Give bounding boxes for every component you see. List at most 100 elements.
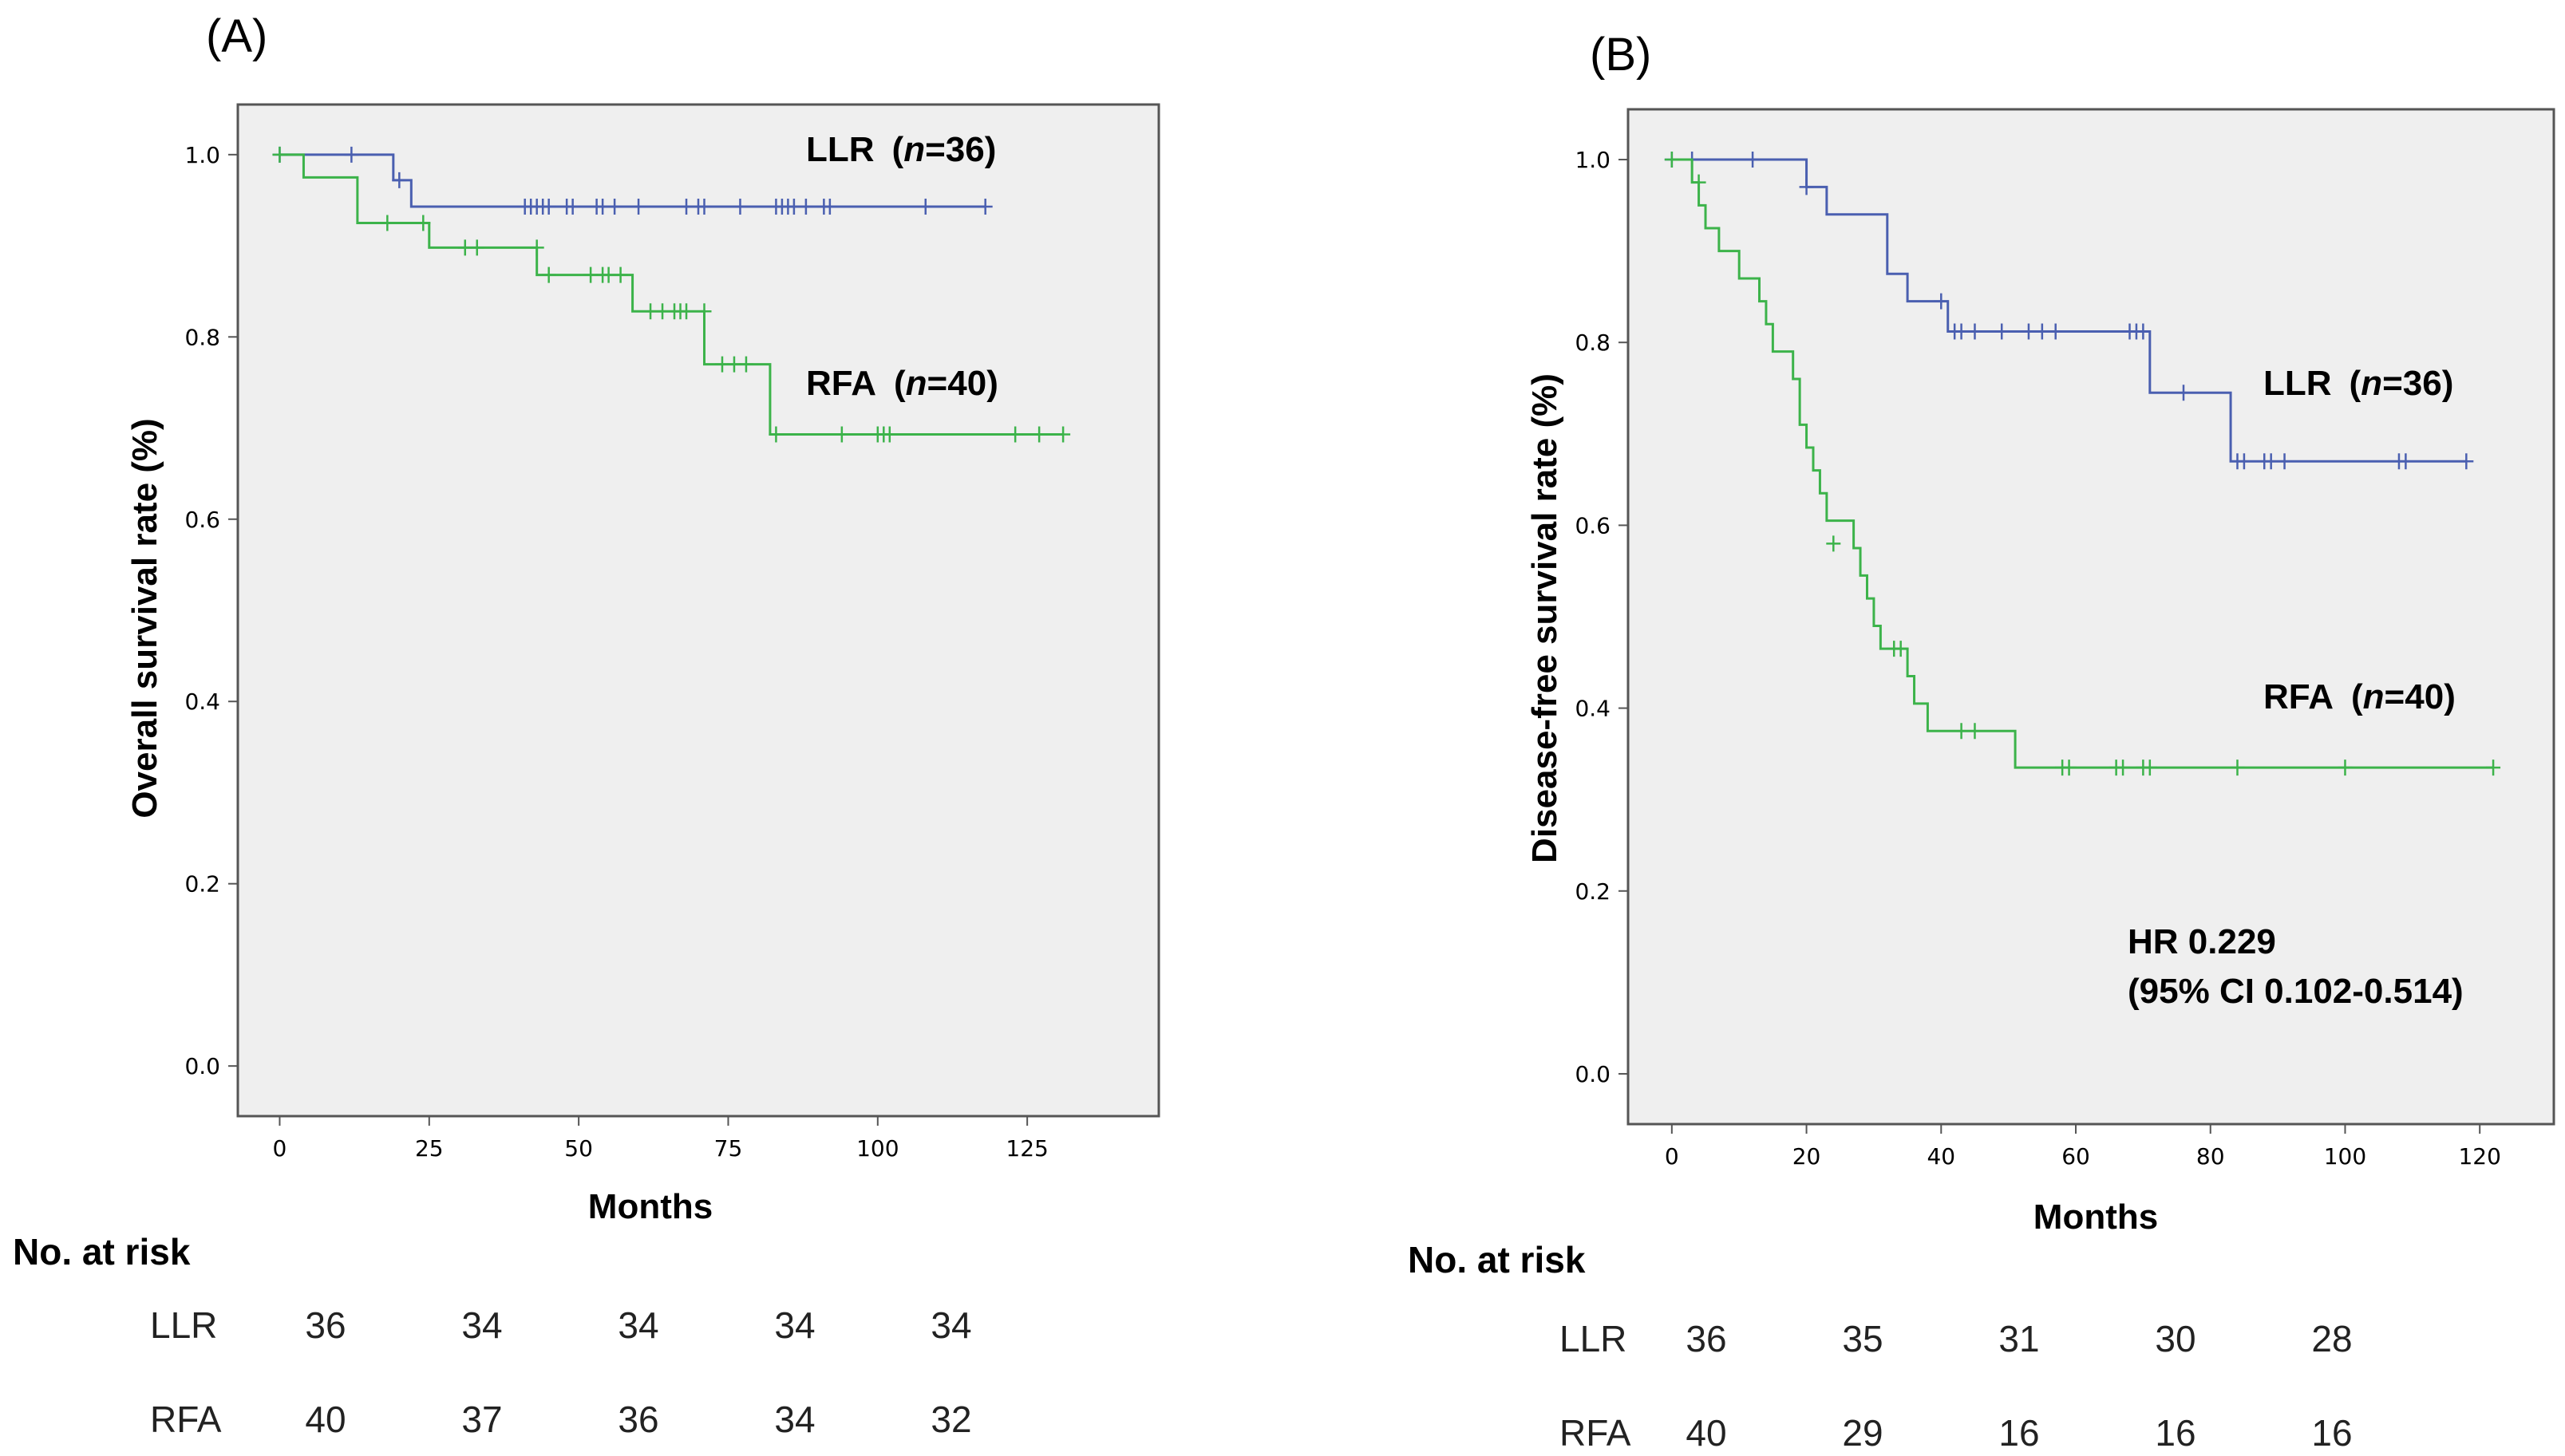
x-tick-label: 125 <box>1006 1135 1048 1162</box>
rfa-censor-mark <box>1664 152 1679 168</box>
legend-llr-n: 36 <box>946 130 985 169</box>
rfa-censor-mark <box>697 303 712 320</box>
risk-row-label-llr: LLR <box>1559 1318 1626 1359</box>
risk-value: 28 <box>2311 1318 2352 1359</box>
panel-b: (B) 0.0 0.2 0.4 0.6 0.8 1.0 0 20 40 60 80 100 120 M… <box>1408 29 2555 1454</box>
llr-censor-mark <box>1954 323 1969 340</box>
llr-censor-mark <box>2034 323 2049 340</box>
legend-rfa-text: RFA <box>806 364 876 403</box>
llr-censor-mark <box>822 198 837 215</box>
rfa-censor-mark <box>1954 723 1969 740</box>
legend-rfa-n: 40 <box>947 364 986 403</box>
y-tick-label: 0.6 <box>184 507 220 533</box>
y-tick-label: 1.0 <box>1575 147 1611 173</box>
llr-censor-mark <box>2236 453 2251 470</box>
llr-censor-mark <box>798 198 813 215</box>
rfa-censor-mark <box>469 239 484 256</box>
y-tick-label: 0.6 <box>1575 512 1611 539</box>
panel-a: (A) 0.0 0.2 0.4 0.6 0.8 1.0 0 25 50 75 100 125 Mon… <box>13 10 1160 1440</box>
risk-value: 34 <box>774 1399 815 1440</box>
x-tick-label: 80 <box>2196 1143 2225 1170</box>
rfa-censor-mark <box>769 426 784 443</box>
risk-value: 36 <box>618 1399 658 1440</box>
llr-censor-mark <box>2136 323 2151 340</box>
y-tick-label: 0.4 <box>184 689 220 715</box>
panel-a-y-label: Overall survival rate (%) <box>125 418 164 818</box>
llr-censor-mark <box>2263 453 2278 470</box>
panel-b-x-axis: 0 20 40 60 80 100 120 <box>1665 1124 2501 1170</box>
panel-b-series <box>1664 152 2501 776</box>
panel-b-x-label: Months <box>2033 1198 2158 1237</box>
risk-value: 40 <box>1686 1412 1726 1454</box>
panel-a-x-label: Months <box>588 1187 713 1226</box>
risk-value: 40 <box>305 1399 346 1440</box>
rfa-censor-mark <box>738 356 753 373</box>
y-tick-label: 0.4 <box>1575 696 1611 722</box>
panel-b-ci-annotation: (95% CI 0.102-0.514) <box>2128 972 2464 1011</box>
risk-value: 37 <box>461 1399 502 1440</box>
llr-censor-mark <box>1934 293 1949 310</box>
rfa-censor-mark <box>613 266 628 283</box>
llr-censor-mark <box>2459 453 2474 470</box>
rfa-censor-mark <box>2061 760 2077 776</box>
llr-censor-mark <box>607 198 622 215</box>
risk-value: 34 <box>774 1304 815 1346</box>
x-tick-label: 40 <box>1927 1143 1955 1170</box>
risk-value: 16 <box>1998 1412 2039 1454</box>
rfa-censor-mark <box>2230 760 2245 776</box>
legend-llr-text: LLR <box>2263 364 2332 403</box>
panel-a-risk-table: LLR 36 34 34 34 34 RFA 40 37 36 34 32 <box>150 1304 972 1440</box>
legend-llr-text: LLR <box>806 130 875 169</box>
llr-censor-mark <box>918 198 933 215</box>
risk-value: 30 <box>2155 1318 2195 1359</box>
llr-censor-mark <box>978 198 993 215</box>
rfa-censor-mark <box>1056 426 1071 443</box>
panel-b-legend-rfa: RFA (n=40) <box>2263 677 2456 716</box>
y-tick-label: 0.8 <box>1575 329 1611 356</box>
panel-a-risk-title: No. at risk <box>13 1231 191 1273</box>
rfa-censor-mark <box>1893 641 1908 657</box>
llr-censor-mark <box>631 198 646 215</box>
x-tick-label: 75 <box>714 1135 743 1162</box>
llr-censor-mark <box>541 198 556 215</box>
risk-row-label-rfa: RFA <box>150 1399 222 1440</box>
llr-censor-mark <box>1745 152 1761 168</box>
risk-row-label-rfa: RFA <box>1559 1412 1631 1454</box>
panel-b-legend-llr: LLR (n=36) <box>2263 364 2453 403</box>
rfa-censor-mark <box>882 426 897 443</box>
legend-llr-n: 36 <box>2403 364 2442 403</box>
llr-censor-mark <box>565 198 580 215</box>
rfa-censor-mark <box>2338 760 2353 776</box>
risk-value: 32 <box>931 1399 971 1440</box>
x-tick-label: 60 <box>2061 1143 2090 1170</box>
llr-censor-mark <box>2048 323 2063 340</box>
rfa-censor-mark <box>834 426 849 443</box>
risk-value: 31 <box>1998 1318 2039 1359</box>
x-tick-label: 20 <box>1792 1143 1821 1170</box>
y-tick-label: 0.2 <box>184 871 220 898</box>
risk-value: 29 <box>1842 1412 1883 1454</box>
y-tick-label: 0.0 <box>184 1053 220 1079</box>
risk-value: 36 <box>305 1304 346 1346</box>
panel-a-label: (A) <box>206 10 267 62</box>
rfa-censor-mark <box>272 146 287 163</box>
risk-row-label-llr: LLR <box>150 1304 217 1346</box>
panel-b-label: (B) <box>1590 29 1651 81</box>
x-tick-label: 100 <box>856 1135 899 1162</box>
x-tick-label: 0 <box>1665 1143 1679 1170</box>
rfa-censor-mark <box>1691 174 1706 191</box>
panel-b-y-label: Disease-free survival rate (%) <box>1525 373 1564 863</box>
rfa-survival-curve <box>1671 158 2494 769</box>
rfa-censor-mark <box>1008 426 1023 443</box>
panel-a-y-axis: 0.0 0.2 0.4 0.6 0.8 1.0 <box>184 142 238 1079</box>
y-tick-label: 0.8 <box>184 324 220 350</box>
rfa-censor-mark <box>529 239 544 256</box>
x-tick-label: 0 <box>273 1135 287 1162</box>
llr-censor-mark <box>2176 385 2191 401</box>
panel-a-legend-rfa: RFA (n=40) <box>806 364 998 403</box>
panel-a-legend-llr: LLR (n=36) <box>806 130 996 169</box>
y-tick-label: 0.2 <box>1575 878 1611 905</box>
llr-censor-mark <box>733 198 748 215</box>
risk-value: 34 <box>461 1304 502 1346</box>
